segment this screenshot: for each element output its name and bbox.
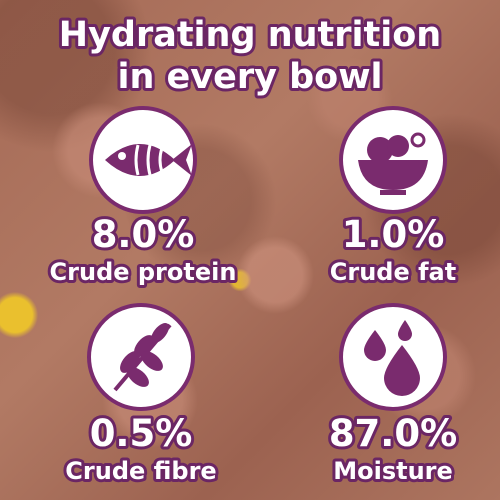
nutrient-value: 1.0% — [342, 213, 445, 256]
wheat-icon — [87, 303, 195, 411]
droplets-icon — [339, 303, 447, 411]
nutrient-label: Moisture — [333, 457, 453, 485]
nutrient-value: 0.5% — [90, 412, 193, 455]
nutrient-value: 87.0% — [329, 412, 457, 455]
nutrient-label: Crude fibre — [65, 457, 216, 485]
nutrient-label: Crude protein — [50, 258, 237, 286]
nutrient-label: Crude fat — [330, 258, 456, 286]
title-line: in every bowl — [117, 57, 382, 97]
fish-icon — [89, 106, 197, 214]
title-line: Hydrating nutrition — [59, 15, 441, 55]
salad-bowl-icon — [339, 106, 447, 214]
nutrient-value: 8.0% — [92, 213, 195, 256]
